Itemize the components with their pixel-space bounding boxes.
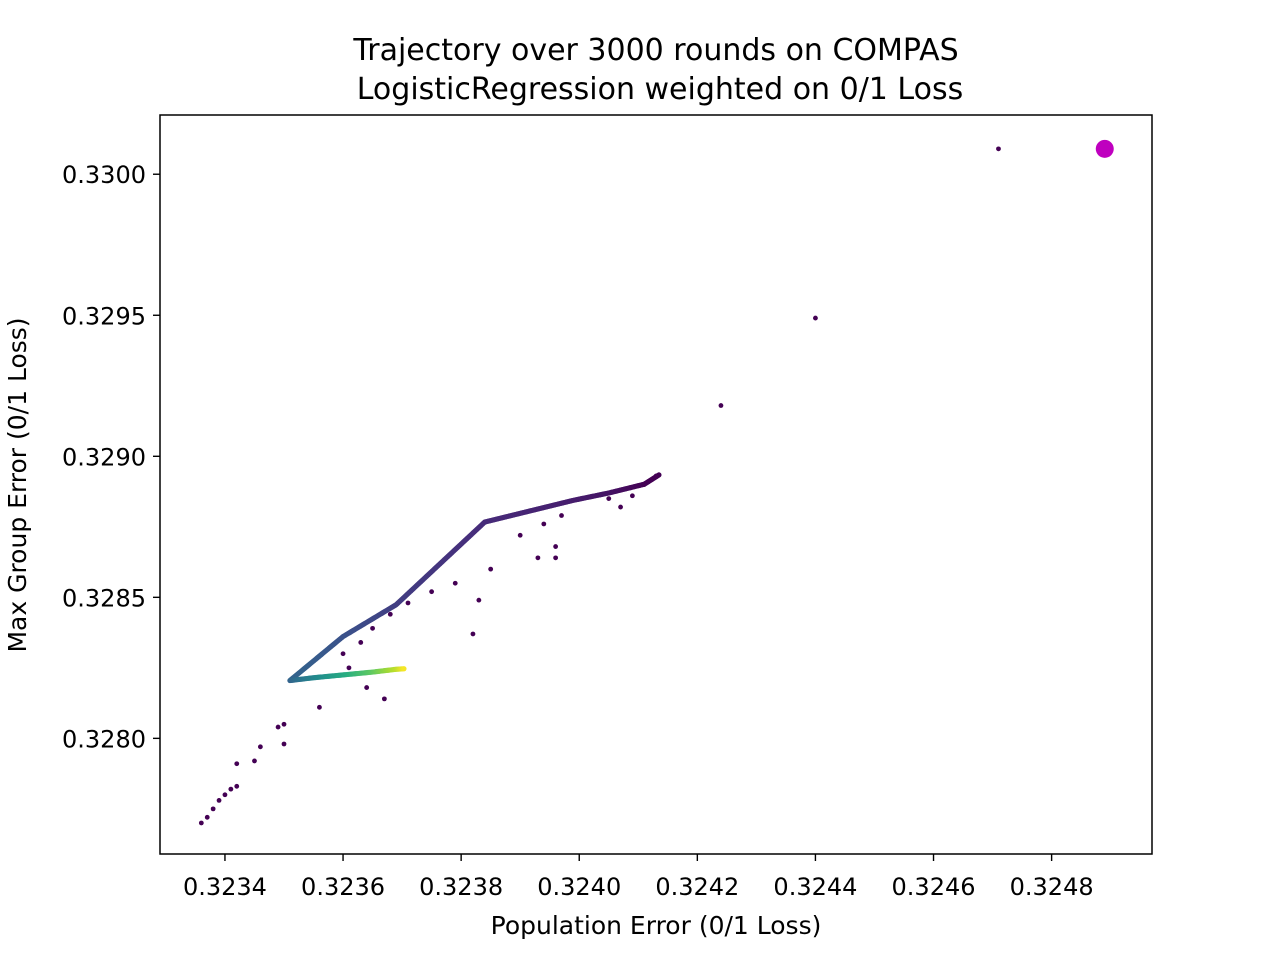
scatter-point — [222, 792, 228, 798]
scatter-point — [198, 820, 204, 826]
scatter-point — [275, 724, 281, 730]
x-tick-label: 0.3242 — [655, 873, 739, 901]
scatter-point — [252, 758, 257, 764]
scatter-point — [370, 625, 375, 631]
scatter-point — [204, 814, 210, 820]
highlight-point — [1095, 139, 1114, 158]
scatter-point — [559, 513, 564, 518]
y-tick-label: 0.3280 — [62, 725, 146, 753]
scatter-point — [606, 496, 612, 501]
x-axis-ticks: 0.3234 0.3236 0.3238 0.3240 0.3242 0.3244 0.32… — [183, 854, 1094, 901]
scatter-point — [629, 493, 635, 499]
scatter-point — [541, 521, 547, 527]
trajectory-point — [401, 666, 407, 672]
scatter-point — [234, 761, 240, 767]
x-tick-label: 0.3236 — [301, 873, 385, 901]
scatter-point — [257, 744, 263, 750]
scatter-point — [813, 315, 818, 321]
scatter-point — [718, 403, 724, 408]
scatter-point — [535, 555, 541, 561]
y-axis-label: Max Group Error (0/1 Loss) — [3, 317, 32, 652]
plot-frame — [159, 114, 1153, 855]
scatter-point — [470, 631, 476, 637]
scatter-point — [234, 783, 240, 789]
scatter-point — [429, 589, 435, 595]
x-axis-label: Population Error (0/1 Loss) — [491, 911, 822, 940]
scatter-point — [488, 566, 494, 572]
x-tick-label: 0.3238 — [419, 873, 503, 901]
scatter-point — [381, 696, 387, 702]
points-layer — [198, 139, 1114, 826]
scatter-point — [340, 651, 346, 657]
scatter-point — [281, 741, 287, 747]
scatter-point — [210, 806, 216, 812]
scatter-point — [405, 600, 411, 606]
scatter-point — [517, 532, 523, 538]
x-tick-label: 0.3244 — [773, 873, 857, 901]
x-tick-label: 0.3240 — [537, 873, 621, 901]
scatter-point — [228, 786, 234, 792]
y-tick-label: 0.3290 — [62, 443, 146, 471]
scatter-point — [553, 544, 559, 549]
scatter-point — [553, 555, 559, 561]
chart-title: Trajectory over 3000 rounds on COMPAS — [352, 33, 958, 68]
scatter-point — [641, 482, 647, 487]
plot-area — [160, 115, 1152, 854]
scatter-point — [996, 146, 1001, 152]
y-tick-label: 0.3285 — [62, 584, 146, 612]
scatter-point — [618, 504, 623, 510]
y-tick-label: 0.3295 — [62, 302, 146, 330]
scatter-point — [346, 665, 352, 671]
x-tick-label: 0.3234 — [183, 873, 267, 901]
scatter-point — [317, 704, 322, 710]
y-axis-ticks: 0.3280 0.3285 0.3290 0.3295 0.3300 — [62, 161, 160, 753]
scatter-point — [281, 721, 287, 727]
scatter-point — [216, 798, 222, 803]
y-tick-label: 0.3300 — [62, 161, 146, 189]
chart-subtitle: LogisticRegression weighted on 0/1 Loss — [357, 72, 963, 107]
scatter-point — [358, 640, 364, 645]
x-tick-label: 0.3248 — [1010, 873, 1094, 901]
scatter-point — [387, 611, 393, 617]
scatter-point — [364, 685, 370, 690]
scatter-point — [476, 597, 482, 603]
x-tick-label: 0.3246 — [892, 873, 976, 901]
scatter-point — [452, 580, 458, 586]
scatter-point — [653, 473, 659, 479]
